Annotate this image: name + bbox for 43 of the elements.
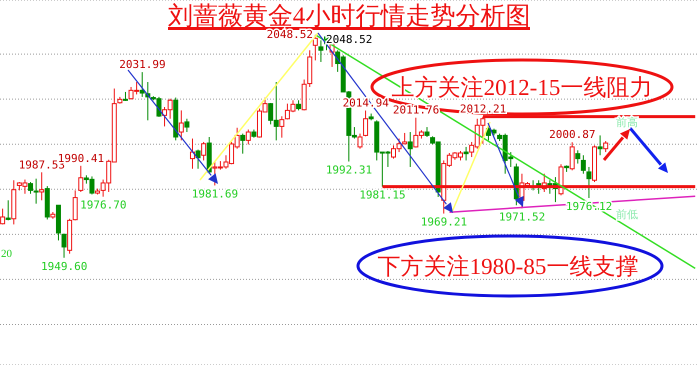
annotation: 1971.52 xyxy=(498,210,546,224)
candlestick xyxy=(424,126,430,138)
annotation: 前低 xyxy=(616,209,638,221)
candlestick xyxy=(318,40,324,62)
candlestick xyxy=(408,132,413,168)
candlestick xyxy=(296,100,302,111)
candlestick xyxy=(140,72,145,98)
candlestick xyxy=(603,140,608,153)
annotation: 2011.76 xyxy=(392,104,440,117)
candlestick xyxy=(570,142,575,171)
candlestick xyxy=(586,166,592,198)
candlestick xyxy=(240,133,246,154)
annotation: 1969.21 xyxy=(420,216,468,229)
candlestick xyxy=(312,34,318,61)
annotation: 1981.15 xyxy=(359,188,406,202)
candlestick xyxy=(122,91,128,102)
candlestick xyxy=(246,129,251,145)
candlestick xyxy=(72,190,78,221)
candlestick xyxy=(178,110,184,141)
annotation: 1949.60 xyxy=(41,260,88,273)
annotation: 2048.52 xyxy=(266,28,313,41)
candlestick xyxy=(78,165,84,192)
candlestick xyxy=(279,116,284,138)
annotation: 1981.69 xyxy=(192,187,238,200)
candlestick xyxy=(464,146,469,161)
candlestick xyxy=(580,154,586,174)
annotation: 下方关注1980-85一线支撑 xyxy=(378,254,638,279)
candlestick xyxy=(39,172,44,201)
candlestick xyxy=(6,200,11,221)
candlestick xyxy=(598,134,603,156)
annotation: 1992.31 xyxy=(326,164,372,177)
annotation: 前高 xyxy=(616,116,638,129)
candlestick xyxy=(363,110,368,137)
annotation: 1976.70 xyxy=(80,198,126,212)
chart-title: 刘蔷薇黄金4小时行情走势分析图 xyxy=(168,2,530,30)
candlestick xyxy=(201,141,206,161)
candlestick xyxy=(575,150,580,164)
candlestick xyxy=(184,118,190,133)
candlestick xyxy=(357,133,362,150)
annotation: 20 xyxy=(1,248,12,260)
annotation: 2031.99 xyxy=(119,58,166,72)
candlestick xyxy=(62,233,67,258)
annotation: 2000.87 xyxy=(549,128,596,142)
